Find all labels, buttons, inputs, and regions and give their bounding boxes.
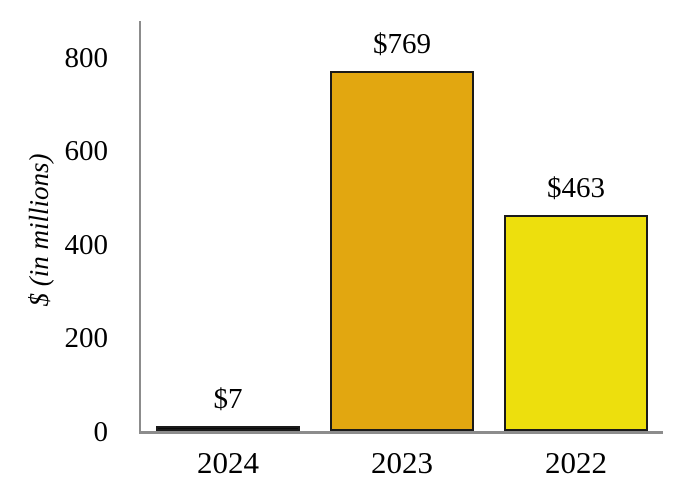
y-tick-label: 0 — [93, 415, 109, 448]
y-tick-label: 600 — [64, 135, 109, 167]
x-axis-line — [139, 431, 663, 434]
bar-value-label: $463 — [547, 172, 605, 204]
bar-2023 — [330, 71, 474, 431]
x-tick-label: 2022 — [545, 445, 607, 480]
bar-2022 — [504, 215, 648, 431]
y-tick-label: 800 — [64, 41, 109, 74]
y-tick-label: 200 — [64, 322, 109, 354]
x-tick-label: 2024 — [197, 445, 259, 480]
bar-value-label: $7 — [213, 383, 243, 415]
y-axis-line — [139, 21, 141, 433]
y-tick-label: 400 — [64, 228, 109, 261]
bar-2024 — [156, 426, 300, 431]
x-tick-label: 2023 — [371, 445, 433, 480]
bar-value-label: $769 — [373, 28, 431, 60]
